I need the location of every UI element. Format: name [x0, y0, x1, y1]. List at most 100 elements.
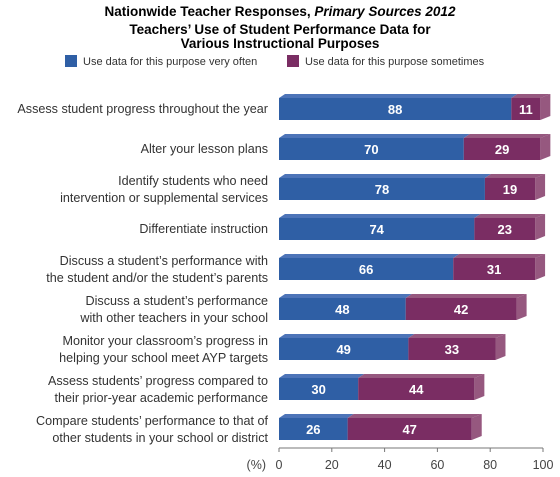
- bar-sometimes: [453, 258, 536, 280]
- bar-often: [279, 298, 406, 320]
- chart-title-prefix: Nationwide Teacher Responses,: [105, 4, 311, 19]
- bar-often: [279, 178, 485, 200]
- bar-often: [279, 98, 512, 120]
- bar-often: [279, 378, 359, 400]
- category-label-line: helping your school meet AYP targets: [59, 351, 268, 365]
- x-tick-label: 60: [430, 458, 444, 472]
- x-tick-label: 40: [378, 458, 392, 472]
- bar-sometimes: [405, 298, 517, 320]
- category-label: Compare students’ performance to that of…: [36, 414, 268, 445]
- bar-sometimes-top: [405, 294, 527, 298]
- category-label-line: other students in your school or distric…: [52, 431, 268, 445]
- category-label-line: Identify students who need: [118, 174, 268, 188]
- bar-often: [279, 258, 454, 280]
- category-label: Monitor your classroom’s progress in help…: [59, 334, 268, 365]
- bar-sometimes: [511, 98, 541, 120]
- bar-sometimes: [358, 378, 475, 400]
- chart-title-italic: Primary Sources 2012: [314, 4, 456, 19]
- category-label-line: Differentiate instruction: [139, 222, 268, 236]
- category-label-line: Alter your lesson plans: [141, 142, 268, 156]
- category-label: Discuss a student’s performance with othe…: [79, 294, 268, 325]
- category-label: Assess students’ progress compared to the…: [48, 374, 268, 405]
- legend-swatch-often: [65, 55, 77, 67]
- category-label: Identify students who need intervention o…: [60, 174, 268, 205]
- bar-often-top: [279, 294, 412, 298]
- bar-sometimes-top: [484, 174, 546, 178]
- bar-often-top: [279, 334, 415, 338]
- bar-often-top: [279, 94, 518, 98]
- bar-often: [279, 138, 464, 160]
- bar-sometimes-side: [535, 174, 546, 200]
- category-label: Assess student progress throughout the y…: [17, 102, 268, 116]
- bar-sometimes-side: [495, 334, 506, 360]
- data-label-sometimes: 31: [487, 262, 501, 277]
- bar-often: [279, 418, 348, 440]
- bar-sometimes-top: [474, 214, 546, 218]
- data-label-often: 78: [375, 182, 389, 197]
- legend: Use data for this purpose very often Use…: [65, 55, 485, 68]
- bar-often: [279, 338, 409, 360]
- category-label-line: Compare students’ performance to that of: [36, 414, 268, 428]
- bar-sometimes-side: [540, 94, 551, 120]
- category-label-line: the student and/or the student’s parents: [46, 271, 268, 285]
- data-label-often: 49: [336, 342, 350, 357]
- data-label-sometimes: 19: [503, 182, 517, 197]
- x-axis-ticks: 0 20 40 60 80 100: [276, 448, 553, 472]
- data-label-sometimes: 11: [519, 102, 533, 117]
- bar-sometimes-top: [408, 334, 506, 338]
- bar-sometimes: [408, 338, 496, 360]
- category-label-line: with other teachers in your school: [79, 311, 268, 325]
- bar-sometimes-top: [453, 254, 546, 258]
- legend-label-often: Use data for this purpose very often: [83, 56, 257, 68]
- legend-label-sometimes: Use data for this purpose sometimes: [305, 56, 485, 68]
- category-label-line: Assess student progress throughout the y…: [17, 102, 268, 116]
- chart-subtitle-line2: Various Instructional Purposes: [181, 36, 380, 51]
- plot-area: Assess student progress throughout the y…: [17, 94, 551, 445]
- chart-subtitle-line1: Teachers’ Use of Student Performance Dat…: [129, 22, 431, 37]
- category-label: Discuss a student’s performance with the …: [46, 254, 268, 285]
- x-tick-label: 0: [276, 458, 283, 472]
- data-label-often: 66: [359, 262, 373, 277]
- category-label-line: Monitor your classroom’s progress in: [62, 334, 268, 348]
- x-tick-label: 80: [483, 458, 497, 472]
- category-label: Alter your lesson plans: [141, 142, 268, 156]
- bar-often: [279, 218, 475, 240]
- data-label-sometimes: 42: [454, 302, 468, 317]
- bar-often-top: [279, 414, 354, 418]
- bar-sometimes-side: [535, 214, 546, 240]
- bar-sometimes-top: [511, 94, 551, 98]
- bar-sometimes: [484, 178, 536, 200]
- bar-often-top: [279, 254, 460, 258]
- category-label-line: Discuss a student’s performance with: [60, 254, 268, 268]
- category-label-line: Assess students’ progress compared to: [48, 374, 268, 388]
- category-label-line: Discuss a student’s performance: [86, 294, 268, 308]
- category-label-line: their prior-year academic performance: [55, 391, 268, 405]
- bar-sometimes-top: [358, 374, 485, 378]
- bar-sometimes-side: [471, 414, 482, 440]
- data-label-often: 88: [388, 102, 402, 117]
- bar-sometimes-side: [535, 254, 546, 280]
- data-label-sometimes: 33: [445, 342, 459, 357]
- bar-sometimes: [463, 138, 541, 160]
- axis-unit-label: (%): [247, 458, 266, 472]
- category-label: Differentiate instruction: [139, 222, 268, 236]
- legend-swatch-sometimes: [287, 55, 299, 67]
- bar-sometimes: [347, 418, 472, 440]
- bar-sometimes-side: [474, 374, 485, 400]
- bar-often-top: [279, 214, 481, 218]
- x-tick-label: 20: [325, 458, 339, 472]
- bar-sometimes: [474, 218, 536, 240]
- bar-often-top: [279, 174, 491, 178]
- category-label-line: intervention or supplemental services: [60, 191, 268, 205]
- bar-sometimes-side: [516, 294, 527, 320]
- data-label-sometimes: 29: [495, 142, 509, 157]
- data-label-sometimes: 44: [409, 382, 424, 397]
- data-label-sometimes: 23: [497, 222, 511, 237]
- bar-sometimes-top: [347, 414, 482, 418]
- bar-sometimes-side: [540, 134, 551, 160]
- bar-often-top: [279, 134, 470, 138]
- chart-title: Nationwide Teacher Responses, Primary So…: [105, 4, 456, 19]
- data-label-often: 26: [306, 422, 320, 437]
- data-label-often: 30: [311, 382, 325, 397]
